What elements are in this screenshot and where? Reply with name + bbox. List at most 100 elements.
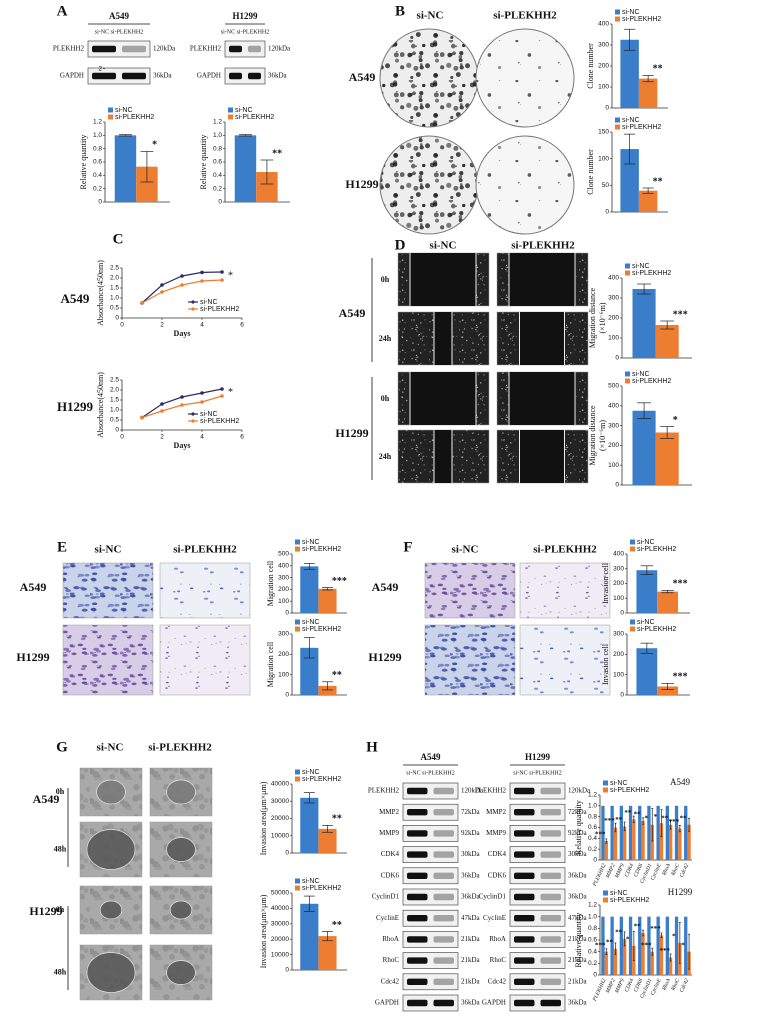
blot-band <box>229 72 242 80</box>
blot-protein: MMP2 <box>486 808 506 816</box>
bar <box>650 824 654 860</box>
blot-lanes: si-NC si-PLEKHH2 <box>406 770 455 776</box>
y-tick-label: 2.0 <box>110 387 119 394</box>
y-axis-label: Relative quantity <box>79 135 88 190</box>
y-axis-label: Relative quantity <box>574 913 583 968</box>
blot-frame <box>509 952 566 969</box>
panel-label: D <box>395 237 406 253</box>
y-tick-label: 300 <box>598 42 609 49</box>
y-axis-label: Absorbance(450nm) <box>96 372 105 438</box>
legend-label: si-PLEKHH2 <box>637 546 676 553</box>
legend-marker <box>191 412 195 416</box>
y-tick-label: 0.4 <box>93 172 102 179</box>
blot-frame <box>509 931 566 948</box>
legend-label: si-NC <box>632 263 650 270</box>
wound-gap <box>434 430 452 483</box>
y-tick-label: 100 <box>278 598 289 605</box>
bar <box>318 588 337 613</box>
blot-frame <box>402 909 459 927</box>
legend-label: si-PLEKHH2 <box>637 626 676 633</box>
bar <box>659 935 664 975</box>
significance: ** <box>606 938 614 946</box>
y-tick-label: 1.0 <box>110 407 119 414</box>
y-tick-label: 100 <box>613 671 624 678</box>
blot-band <box>540 957 561 964</box>
blot-band <box>540 936 561 943</box>
row-label: A549 <box>33 792 60 806</box>
bar <box>638 190 658 212</box>
blot-size: 36kDa <box>268 72 288 80</box>
y-tick-label: 0 <box>115 315 119 322</box>
y-tick-label: 0 <box>605 209 609 216</box>
significance: *** <box>669 818 680 826</box>
x-tick-label: 4 <box>200 322 204 329</box>
legend-label: si-PLEKHH2 <box>235 114 274 121</box>
time-label: 24h <box>379 452 392 461</box>
y-tick-label: 0.2 <box>588 960 597 967</box>
y-tick-label: 0.8 <box>588 813 597 820</box>
blot-frame <box>402 846 459 863</box>
blot-band <box>514 872 535 879</box>
significance: * <box>681 941 685 949</box>
panel-label: E <box>57 539 67 555</box>
point <box>140 301 144 305</box>
point <box>180 403 184 407</box>
legend-label: si-PLEKHH2 <box>200 418 239 425</box>
bar <box>674 805 679 860</box>
micrograph <box>159 562 251 619</box>
y-tick-label: 0 <box>285 610 289 617</box>
legend-swatch <box>295 539 300 545</box>
bar <box>604 951 608 975</box>
blot-protein: RhoC <box>490 956 507 964</box>
y-tick-label: 0 <box>285 850 289 857</box>
significance: *** <box>595 941 606 949</box>
blot-protein: CDK6 <box>381 871 400 879</box>
bar <box>318 828 337 853</box>
y-axis-label: Invasion cell <box>601 643 610 685</box>
x-tick-label: CDK6 <box>633 863 644 879</box>
bar <box>636 648 658 695</box>
bar <box>647 805 651 860</box>
blot-frame <box>509 973 566 991</box>
blot-band <box>122 72 146 80</box>
significance: *** <box>650 925 661 933</box>
y-tick-label: 1.2 <box>213 119 222 126</box>
legend-label: si-PLEKHH2 <box>610 897 649 904</box>
y-tick-label: 300 <box>613 565 624 572</box>
significance: *** <box>673 672 688 683</box>
blot-frame <box>402 994 459 1012</box>
blot-band <box>540 978 561 985</box>
bar <box>655 432 679 485</box>
panel-label: A <box>57 3 68 19</box>
row-label: A549 <box>339 306 366 320</box>
legend-swatch <box>228 114 233 120</box>
blot-frame <box>402 888 459 906</box>
bar <box>684 805 688 860</box>
legend-label: si-NC <box>200 299 218 306</box>
legend-label: si-NC <box>200 411 218 418</box>
bar <box>620 149 639 212</box>
legend-swatch <box>603 787 608 793</box>
x-tick-label: 6 <box>240 434 244 441</box>
blot-band <box>433 915 454 922</box>
blot-protein: PLEKHH2 <box>368 787 400 795</box>
blot-protein: PLEKHH2 <box>53 45 85 53</box>
y-tick-label: 2.0 <box>110 275 119 282</box>
significance: ** <box>332 920 342 931</box>
chart-title: A549 <box>670 777 690 787</box>
wound-gap <box>434 312 452 365</box>
legend-label: si-NC <box>637 539 655 546</box>
panel-label: H <box>366 739 378 755</box>
legend-swatch <box>630 626 635 632</box>
blot-band <box>407 851 428 858</box>
significance: ** <box>272 148 282 159</box>
y-tick-label: 300 <box>278 631 289 638</box>
x-tick-label: 4 <box>200 434 204 441</box>
point <box>200 391 204 395</box>
significance: ** <box>332 670 342 681</box>
y-tick-label: 2.5 <box>110 265 119 272</box>
legend-swatch <box>625 378 630 384</box>
y-tick-label: 300 <box>278 574 289 581</box>
y-tick-label: 0.8 <box>93 145 102 152</box>
legend-label: si-NC <box>622 9 640 16</box>
